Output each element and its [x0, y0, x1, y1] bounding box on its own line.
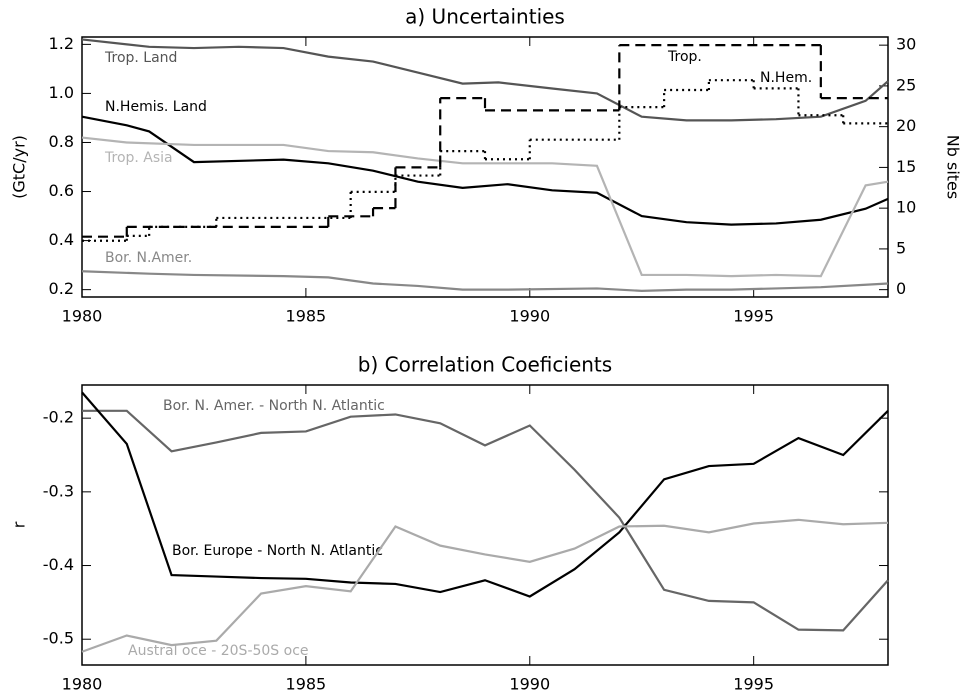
- y-tick-label: -0.2: [43, 408, 74, 427]
- y2-tick-label: 5: [896, 238, 906, 257]
- x-tick-label: 1980: [62, 307, 103, 326]
- series-label: Trop.: [667, 49, 702, 65]
- y2-axis-label: Nb sites: [944, 135, 963, 199]
- y2-tick-label: 25: [896, 75, 916, 94]
- series-line: [81, 115, 889, 226]
- x-tick-label: 1995: [733, 307, 774, 326]
- x-tick-label: 1990: [509, 675, 550, 694]
- y2-tick-label: 20: [896, 116, 916, 135]
- y2-tick-label: 10: [896, 198, 916, 217]
- series-label: Bor. N.Amer.: [105, 250, 192, 266]
- series-label: Austral oce - 20S-50S oce: [128, 643, 309, 659]
- series-line: [81, 136, 889, 278]
- y2-tick-label: 0: [896, 279, 906, 298]
- x-tick-label: 1995: [733, 675, 774, 694]
- y-tick-label: 0.4: [49, 230, 74, 249]
- x-tick-label: 1985: [286, 675, 327, 694]
- y2-tick-label: 15: [896, 157, 916, 176]
- y-tick-label: -0.4: [43, 555, 74, 574]
- y2-tick-label: 30: [896, 35, 916, 54]
- series-line: [81, 391, 889, 598]
- chart-title: a) Uncertainties: [405, 5, 565, 29]
- y-axis-label: r: [10, 521, 29, 528]
- series-line: [82, 409, 889, 632]
- y-tick-label: 0.6: [49, 181, 74, 200]
- series-line: [81, 38, 889, 122]
- series-label: Trop. Asia: [104, 150, 173, 166]
- y-tick-label: 0.2: [49, 279, 74, 298]
- x-tick-label: 1985: [286, 307, 327, 326]
- series-line: [81, 518, 889, 653]
- series-label: N.Hemis. Land: [105, 99, 207, 115]
- series-label: Trop. Land: [104, 50, 177, 66]
- plot-frame: [81, 384, 889, 666]
- series-line: [81, 270, 889, 292]
- y-tick-label: 1.0: [49, 83, 74, 102]
- y-tick-label: -0.3: [43, 481, 74, 500]
- y-tick-label: 1.2: [49, 34, 74, 53]
- series-label: Bor. Europe - North N. Atlantic: [172, 543, 383, 559]
- series-label: N.Hem.: [760, 70, 812, 86]
- y-tick-label: -0.5: [43, 629, 74, 648]
- series-label: Bor. N. Amer. - North N. Atlantic: [163, 398, 385, 414]
- y-axis-label: (GtC/yr): [10, 135, 29, 199]
- y-tick-label: 0.8: [49, 132, 74, 151]
- x-tick-label: 1980: [62, 675, 103, 694]
- x-tick-label: 1990: [509, 307, 550, 326]
- chart-title: b) Correlation Coeficients: [358, 353, 612, 377]
